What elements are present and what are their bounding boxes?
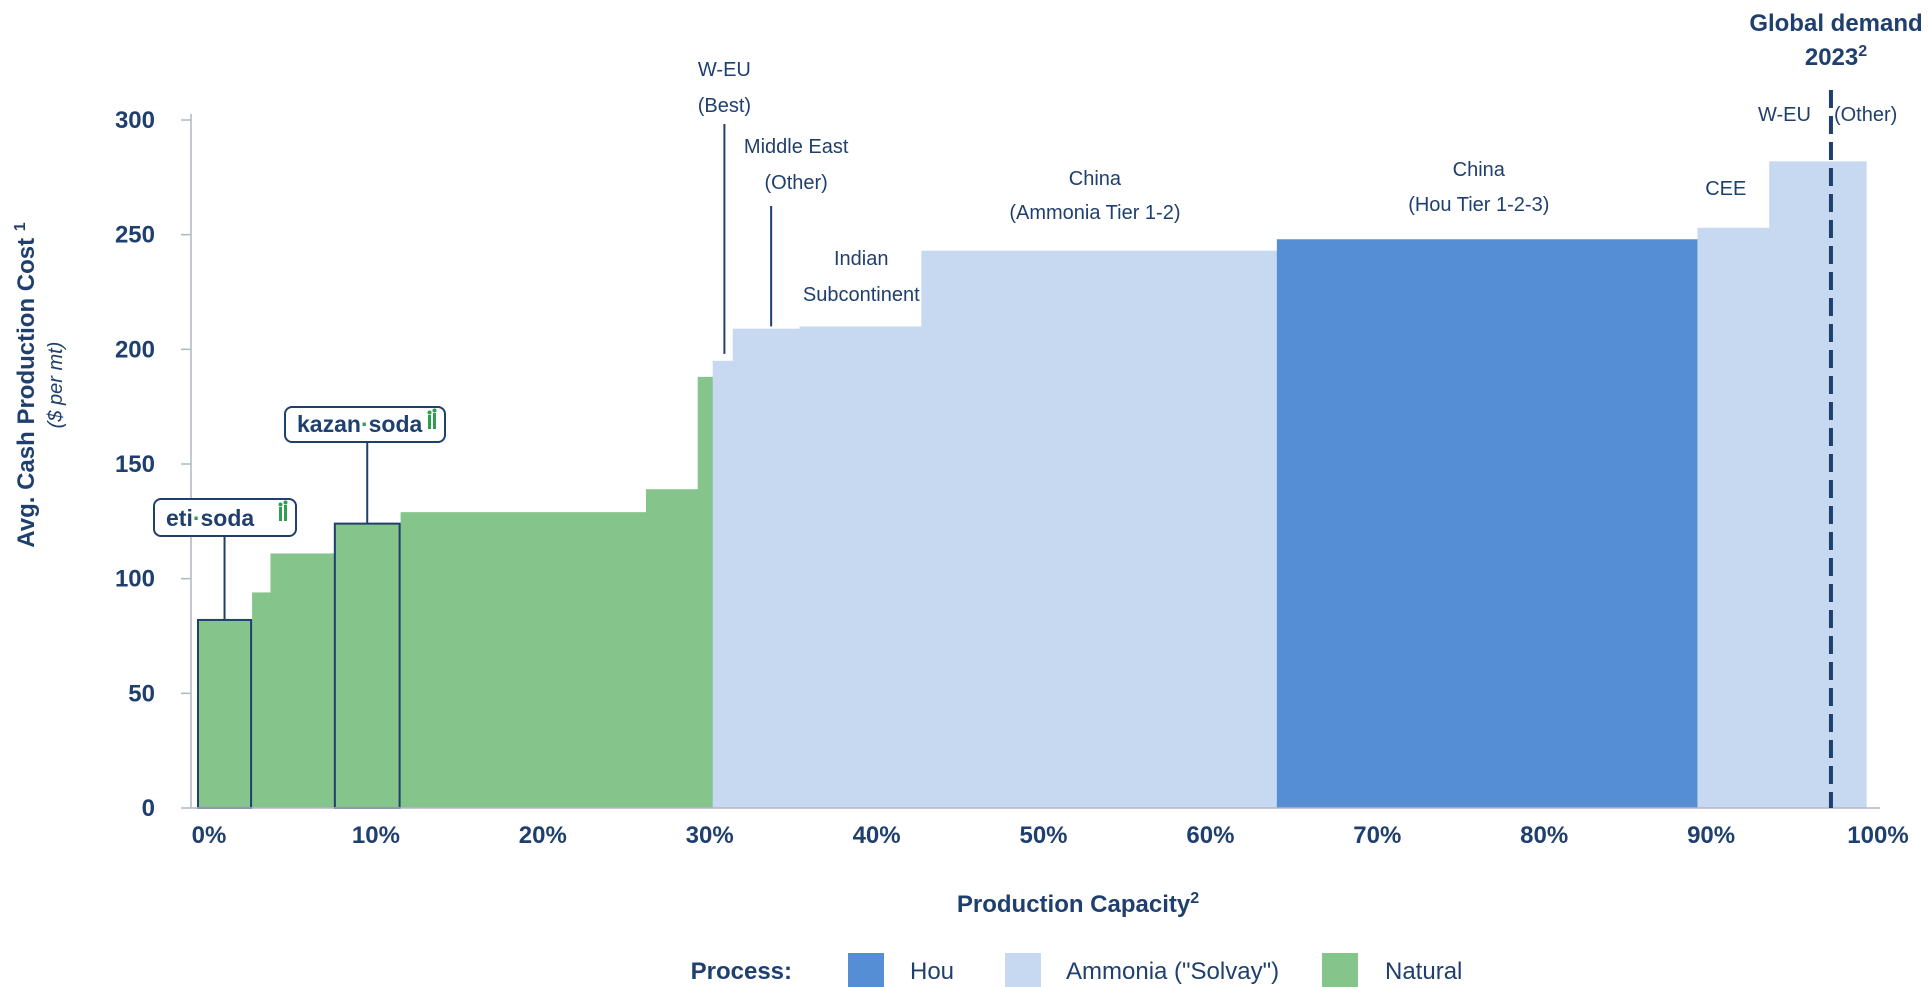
logo-text-right: soda	[369, 411, 423, 437]
bar-ammonia-9	[799, 326, 922, 808]
kazan-soda-logo: kazan·soda	[284, 406, 446, 443]
x-tick-label: 60%	[1186, 822, 1234, 849]
x-tick-label: 10%	[352, 822, 400, 849]
bar-natural-5	[645, 489, 699, 808]
logo-figure-icon	[428, 415, 431, 429]
legend-label-ammonia: Ammonia ("Solvay")	[1066, 958, 1279, 985]
region-label-line: (Other)	[1834, 104, 1897, 126]
x-axis-title: Production Capacity2	[957, 890, 1199, 918]
x-tick-label: 20%	[519, 822, 567, 849]
region-label-line: (Other)	[764, 172, 827, 194]
legend-title: Process:	[691, 958, 792, 985]
y-axis-title: Avg. Cash Production Cost 1	[12, 222, 40, 547]
y-tick-label: 200	[115, 336, 155, 363]
cost-bars	[197, 161, 1867, 809]
region-label-line: (Best)	[698, 95, 751, 117]
region-label-line: China	[1453, 159, 1506, 181]
region-label-line: Subcontinent	[803, 284, 920, 306]
region-label-line: (Ammonia Tier 1-2)	[1009, 202, 1180, 224]
logo-text-left: kazan	[297, 411, 361, 437]
x-axis-label: Production Capacity	[957, 891, 1191, 918]
x-tick-label: 80%	[1520, 822, 1568, 849]
logo-dot: ·	[193, 505, 201, 531]
y-tick-label: 100	[115, 566, 155, 593]
logo-text-right: soda	[201, 505, 255, 531]
demand-label-line: Global demand	[1749, 10, 1922, 37]
global-demand-marker: Global demand 20232	[1749, 10, 1923, 808]
bar-natural-0	[197, 619, 253, 808]
logo-figure-icon	[432, 408, 437, 413]
bar-ammonia-13	[1769, 161, 1867, 808]
y-tick-label: 150	[115, 451, 155, 478]
region-label-line: China	[1069, 168, 1122, 190]
demand-label-footnote: 2	[1858, 43, 1867, 60]
x-tick-label: 40%	[853, 822, 901, 849]
logo-text-left: eti	[166, 505, 193, 531]
x-tick-label: 30%	[686, 822, 734, 849]
y-tick-label: 0	[142, 795, 155, 822]
legend-swatch-ammonia	[1005, 953, 1041, 987]
logo-frame	[153, 498, 297, 537]
y-axis-footnote: 1	[12, 222, 29, 231]
logo-frame	[284, 406, 446, 443]
legend-swatch-natural	[1322, 953, 1358, 987]
logo-figure-icon	[433, 413, 436, 429]
y-tick-label: 300	[115, 107, 155, 134]
bar-ammonia-8	[732, 328, 801, 808]
axes	[190, 114, 1880, 809]
y-tick-label: 250	[115, 222, 155, 249]
y-axis-label: Avg. Cash Production Cost	[13, 238, 40, 548]
x-axis-footnote: 2	[1190, 890, 1199, 907]
demand-label-line: 20232	[1805, 43, 1867, 71]
region-label-line: (Hou Tier 1-2-3)	[1408, 194, 1549, 216]
bar-natural-4	[400, 512, 647, 808]
bar-hou-11	[1276, 239, 1699, 809]
bar-natural-1	[252, 592, 272, 808]
legend: Process: Hou Ammonia ("Solvay") Natural	[691, 953, 1462, 987]
logo-text: kazan·soda	[297, 411, 422, 437]
region-labels: W-EU (Best) Middle East (Other) Indian Subcon…	[698, 59, 1897, 354]
logo-figure-icon	[427, 410, 432, 415]
y-ticks: 0 50 100 150 200 250 300	[115, 107, 191, 822]
region-label-line: Indian	[834, 248, 889, 270]
y-axis-unit: ($ per mt)	[45, 342, 67, 429]
logo-figure-icon	[284, 505, 287, 521]
x-tick-label: 0%	[192, 822, 227, 849]
y-tick-label: 50	[128, 680, 155, 707]
bar-natural-6	[697, 376, 714, 808]
x-ticks: 0% 10% 20% 30% 40% 50% 60% 70% 80% 90% 100%	[192, 822, 1909, 849]
eti-soda-logo: eti·soda	[153, 498, 297, 537]
logo-figure-icon	[279, 507, 282, 521]
bar-ammonia-10	[921, 250, 1278, 809]
bar-natural-3	[333, 523, 402, 808]
region-label-line: W-EU	[1758, 104, 1811, 126]
region-label-line: Middle East	[744, 136, 849, 158]
bar-ammonia-7	[712, 360, 734, 808]
x-tick-label: 70%	[1353, 822, 1401, 849]
x-tick-label: 50%	[1019, 822, 1067, 849]
logo-text: eti·soda	[166, 505, 254, 531]
legend-label-natural: Natural	[1385, 958, 1462, 985]
logo-figure-icon	[278, 502, 283, 507]
x-tick-label: 100%	[1847, 822, 1908, 849]
legend-swatch-hou	[848, 953, 884, 987]
x-tick-label: 90%	[1687, 822, 1735, 849]
bar-ammonia-12	[1697, 227, 1770, 808]
region-label-line: W-EU	[698, 59, 751, 81]
region-label-line: CEE	[1705, 178, 1746, 200]
legend-label-hou: Hou	[910, 958, 954, 985]
logo-figure-icon	[283, 500, 288, 505]
logo-dot: ·	[361, 411, 369, 437]
bar-natural-2	[270, 553, 335, 808]
